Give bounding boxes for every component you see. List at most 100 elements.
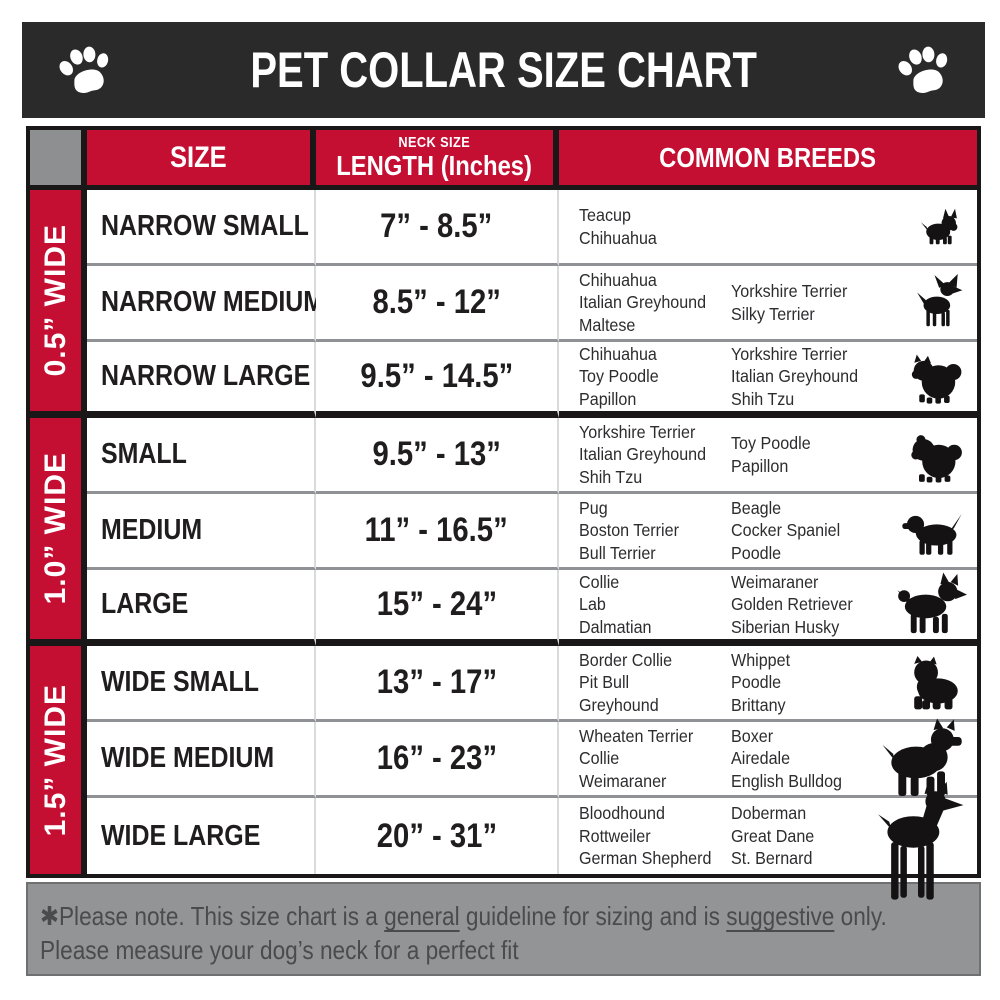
breed-list: Teacup Chihuahua [579,204,731,249]
width-group-1.0-wide: 1.0” WIDE [30,418,87,646]
breed-name: Collie [579,748,620,769]
column-header-neck-size: NECK SIZE LENGTH (Inches) [316,130,559,190]
neck-length-cell: 11” - 16.5” [316,494,559,570]
breed-list: Border Collie Pit Bull Greyhound [579,649,731,716]
breeds-cell: Wheaten Terrier Collie Weimaraner Boxer … [559,718,977,798]
size-label-cell: SMALL [87,418,316,494]
breed-name: Chihuahua [579,343,657,364]
neck-length-cell: 15” - 24” [316,570,559,646]
breed-list: Collie Lab Dalmatian [579,571,731,638]
breed-name: Pit Bull [579,672,630,693]
paw-icon [898,46,948,93]
breed-name: Wheaten Terrier [579,725,694,746]
breed-name: Poodle [731,542,782,563]
breed-name: Shih Tzu [731,388,795,409]
shih-tzu-icon [903,423,967,487]
breed-name: Bull Terrier [579,542,656,563]
breed-name: Maltese [579,314,636,335]
breed-list: Weimaraner Golden Retriever Siberian Hus… [731,571,863,638]
breed-name: Golden Retriever [731,594,853,615]
breed-name: Collie [579,571,620,592]
size-label-cell: MEDIUM [87,494,316,570]
breed-name: Toy Poodle [579,366,659,387]
breed-list: Yorkshire Terrier Italian Greyhound Shih… [731,343,869,410]
breed-name: Chihuahua [579,227,657,248]
breed-name: Papillon [579,388,637,409]
breed-name: Weimaraner [731,571,819,592]
breed-list: Whippet Poodle Brittany [731,649,795,716]
breed-name: Beagle [731,497,782,518]
breed-name: Boston Terrier [579,520,679,541]
chihuahua-icon [909,273,967,332]
bulldog-icon [901,650,967,716]
breed-name: Silky Terrier [731,303,815,324]
breed-list: Yorkshire Terrier Italian Greyhound Shih… [579,421,731,488]
title-bar: PET COLLAR SIZE CHART [22,22,985,118]
beagle-icon [901,498,967,564]
breeds-cell: Chihuahua Italian Greyhound Maltese York… [559,266,977,342]
column-header-size: SIZE [87,130,316,190]
size-label-cell: WIDE MEDIUM [87,722,316,798]
size-label-cell: WIDE SMALL [87,646,316,722]
breed-name: Boxer [731,725,774,746]
neck-length-cell: 8.5” - 12” [316,266,559,342]
neck-length-cell: 20” - 31” [316,798,559,874]
breed-name: Greyhound [579,694,659,715]
paw-icon [59,46,109,93]
breed-name: Weimaraner [579,770,667,791]
breed-list: Pug Boston Terrier Bull Terrier [579,497,731,564]
breed-name: Brittany [731,694,786,715]
footer-note: ✱Please note. This size chart is a gener… [26,882,981,976]
breed-list: Bloodhound Rottweiler German Shepherd [579,802,731,869]
note-underlined-word: general [384,901,460,931]
page-title: PET COLLAR SIZE CHART [250,42,757,98]
breed-list: Wheaten Terrier Collie Weimaraner [579,725,731,792]
breed-name: Italian Greyhound [731,366,859,387]
breed-name: English Bulldog [731,770,842,791]
corner-spacer [30,130,87,190]
breed-list: Beagle Cocker Spaniel Poodle [731,497,850,564]
breed-name: St. Bernard [731,848,813,869]
size-label-cell: LARGE [87,570,316,646]
breed-name: Toy Poodle [731,433,811,454]
breeds-cell: Teacup Chihuahua [559,190,977,266]
breed-name: Italian Greyhound [579,292,707,313]
breed-name: Yorkshire Terrier [579,421,696,442]
breed-name: Teacup [579,205,631,226]
breed-list: Chihuahua Italian Greyhound Maltese [579,269,731,336]
pitbull-icon [879,715,967,803]
width-group-0.5-wide: 0.5” WIDE [30,190,87,418]
width-group-1.5-wide: 1.5” WIDE [30,646,87,874]
breed-name: Whippet [731,649,791,670]
note-text-line2: Please measure your dog’s neck for a per… [40,934,519,965]
breed-name: Lab [579,594,606,615]
note-text: only. [834,901,887,931]
size-label-cell: WIDE LARGE [87,798,316,874]
size-chart-table: SIZE NECK SIZE LENGTH (Inches) COMMON BR… [26,126,981,900]
breed-list: Yorkshire Terrier Silky Terrier [731,280,857,325]
breeds-cell: Bloodhound Rottweiler German Shepherd Do… [559,781,977,900]
neck-length-cell: 9.5” - 13” [316,418,559,494]
size-label-cell: NARROW SMALL [87,190,316,266]
breed-name: Bloodhound [579,803,665,824]
pomeranian-icon [905,346,967,408]
breed-list: Chihuahua Toy Poodle Papillon [579,343,731,410]
breeds-cell: Chihuahua Toy Poodle Papillon Yorkshire … [559,342,977,418]
breeds-cell: Border Collie Pit Bull Greyhound Whippet… [559,646,977,722]
breed-name: Chihuahua [579,269,657,290]
breeds-cell: Collie Lab Dalmatian Weimaraner Golden R… [559,570,977,646]
breed-name: Yorkshire Terrier [731,281,848,302]
yorkie-icon [919,203,967,251]
breed-name: Doberman [731,803,807,824]
breeds-cell: Pug Boston Terrier Bull Terrier Beagle C… [559,494,977,570]
column-header-common-breeds: COMMON BREEDS [559,130,977,190]
breeds-cell: Yorkshire Terrier Italian Greyhound Shih… [559,418,977,494]
breed-name: Italian Greyhound [579,444,707,465]
breed-name: Dalmatian [579,616,652,637]
breed-name: Airedale [731,748,791,769]
breed-name: Great Dane [731,825,815,846]
breed-name: Shih Tzu [579,466,643,487]
size-label-cell: NARROW LARGE [87,342,316,418]
breed-name: Siberian Husky [731,616,840,637]
